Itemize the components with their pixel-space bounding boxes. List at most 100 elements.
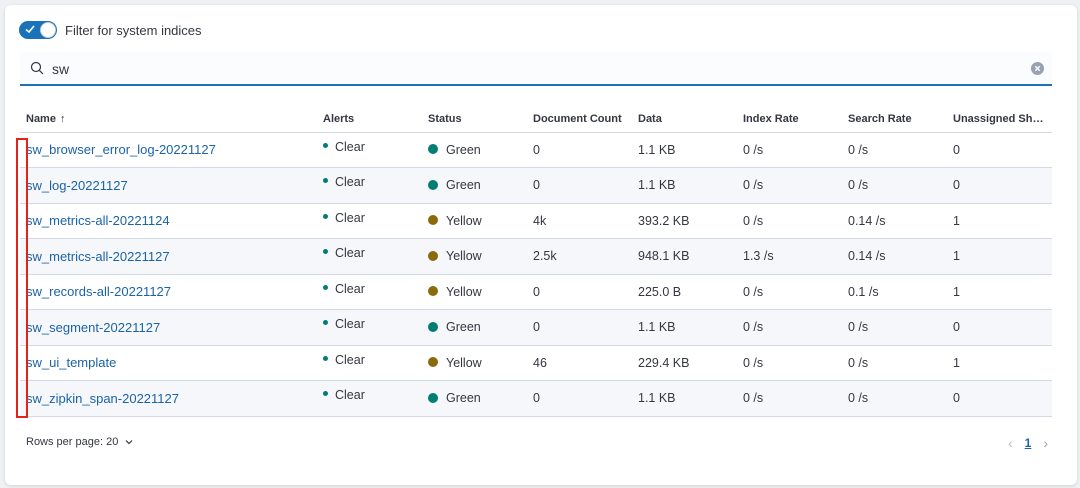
document-count-cell: 0 xyxy=(527,380,632,417)
previous-page-icon[interactable]: ‹ xyxy=(1007,435,1013,451)
alert-status-dot xyxy=(323,213,328,219)
column-header-unassigned-shards[interactable]: Unassigned Shar… xyxy=(947,107,1052,133)
index-rate-cell: 0 /s xyxy=(737,380,842,417)
column-header-status[interactable]: Status xyxy=(422,107,527,133)
index-name-cell: sw_metrics-all-20221124 xyxy=(20,203,317,239)
status-cell: Green xyxy=(422,309,527,346)
column-header-index-rate[interactable]: Index Rate xyxy=(737,107,842,133)
search-icon xyxy=(30,61,44,75)
column-header-search-rate[interactable]: Search Rate xyxy=(842,107,947,133)
pagination: ‹ 1 › xyxy=(1008,435,1048,451)
unassigned-shards-cell: 1 xyxy=(947,274,1052,310)
table-row: sw_metrics-all-20221127 Clear Yellow 2.5k 94… xyxy=(20,238,1052,275)
index-name-link[interactable]: sw_segment-20221127 xyxy=(26,319,161,335)
column-header-data[interactable]: Data xyxy=(632,107,737,133)
index-name-link[interactable]: sw_metrics-all-20221127 xyxy=(26,248,170,264)
search-rate-cell: 0 /s xyxy=(842,380,947,417)
index-name-link[interactable]: sw_log-20221127 xyxy=(26,177,128,193)
status-cell: Yellow xyxy=(422,345,527,381)
document-count-cell: 0 xyxy=(527,309,632,346)
alert-status-text: Clear xyxy=(335,352,365,367)
search-rate-cell: 0 /s xyxy=(842,132,947,168)
system-indices-toggle[interactable] xyxy=(19,21,57,39)
alerts-cell: Clear xyxy=(317,132,422,168)
table-row: sw_browser_error_log-20221127 Clear Green 0… xyxy=(20,132,1052,168)
index-name-link[interactable]: sw_metrics-all-20221124 xyxy=(26,213,170,229)
index-name-link[interactable]: sw_ui_template xyxy=(26,355,117,371)
data-size-cell: 1.1 KB xyxy=(632,167,737,204)
unassigned-shards-cell: 0 xyxy=(947,132,1052,168)
unassigned-shards-cell: 1 xyxy=(947,203,1052,239)
document-count-cell: 0 xyxy=(527,167,632,204)
index-name-cell: sw_ui_template xyxy=(20,345,317,381)
column-header-document-count[interactable]: Document Count xyxy=(527,107,632,133)
alert-status-dot xyxy=(323,355,328,361)
page-1-link[interactable]: 1 xyxy=(1024,436,1032,450)
sort-ascending-icon: ↑ xyxy=(59,113,66,126)
health-status-dot xyxy=(428,179,438,190)
data-size-cell: 948.1 KB xyxy=(632,238,737,275)
health-status-dot xyxy=(428,250,438,261)
system-indices-filter: Filter for system indices xyxy=(19,21,202,39)
index-rate-cell: 0 /s xyxy=(737,274,842,310)
index-name-cell: sw_records-all-20221127 xyxy=(20,274,317,310)
table-row: sw_records-all-20221127 Clear Yellow 0 225.0… xyxy=(20,274,1052,310)
alert-status-text: Clear xyxy=(335,175,365,190)
index-name-link[interactable]: sw_browser_error_log-20221127 xyxy=(26,142,216,158)
health-status-text: Yellow xyxy=(446,355,482,370)
health-status-text: Yellow xyxy=(446,249,482,264)
index-name-cell: sw_segment-20221127 xyxy=(20,309,317,346)
alert-status-dot xyxy=(323,178,328,184)
index-rate-cell: 0 /s xyxy=(737,167,842,204)
status-cell: Green xyxy=(422,380,527,417)
alerts-cell: Clear xyxy=(317,274,422,310)
next-page-icon[interactable]: › xyxy=(1043,435,1048,451)
status-cell: Yellow xyxy=(422,238,527,275)
alert-status-text: Clear xyxy=(335,281,365,296)
status-cell: Yellow xyxy=(422,203,527,239)
index-rate-cell: 0 /s xyxy=(737,132,842,168)
alert-status-text: Clear xyxy=(335,388,365,403)
indices-table: Name ↑ Alerts Status Document Count Data … xyxy=(20,107,1052,417)
health-status-dot xyxy=(428,286,438,297)
search-input[interactable] xyxy=(52,58,1012,80)
alerts-cell: Clear xyxy=(317,380,422,417)
health-status-dot xyxy=(428,357,438,368)
health-status-text: Yellow xyxy=(446,213,482,228)
column-header-name[interactable]: Name ↑ xyxy=(20,107,317,133)
health-status-dot xyxy=(428,392,438,403)
search-rate-cell: 0.1 /s xyxy=(842,274,947,310)
health-status-text: Green xyxy=(446,142,481,157)
data-size-cell: 1.1 KB xyxy=(632,380,737,417)
rows-per-page-label: Rows per page: 20 xyxy=(26,436,119,448)
rows-per-page-selector[interactable]: Rows per page: 20 xyxy=(26,436,134,448)
data-size-cell: 1.1 KB xyxy=(632,132,737,168)
document-count-cell: 2.5k xyxy=(527,238,632,275)
table-header-row: Name ↑ Alerts Status Document Count Data … xyxy=(20,107,1052,133)
table-row: sw_zipkin_span-20221127 Clear Green 0 1.1 KB… xyxy=(20,380,1052,417)
index-rate-cell: 1.3 /s xyxy=(737,238,842,275)
alerts-cell: Clear xyxy=(317,203,422,239)
alerts-cell: Clear xyxy=(317,309,422,346)
health-status-text: Green xyxy=(446,391,481,406)
alert-status-dot xyxy=(323,391,328,397)
index-name-cell: sw_browser_error_log-20221127 xyxy=(20,132,317,168)
unassigned-shards-cell: 1 xyxy=(947,238,1052,275)
unassigned-shards-cell: 0 xyxy=(947,380,1052,417)
search-rate-cell: 0 /s xyxy=(842,167,947,204)
table-row: sw_metrics-all-20221124 Clear Yellow 4k 393.… xyxy=(20,203,1052,239)
index-rate-cell: 0 /s xyxy=(737,309,842,346)
clear-icon xyxy=(1034,65,1041,72)
table-row: sw_ui_template Clear Yellow 46 229.4 KB 0 /s 0… xyxy=(20,345,1052,381)
status-cell: Yellow xyxy=(422,274,527,310)
document-count-cell: 4k xyxy=(527,203,632,239)
index-name-link[interactable]: sw_records-all-20221127 xyxy=(26,284,172,300)
clear-search-button[interactable] xyxy=(1031,62,1044,75)
document-count-cell: 0 xyxy=(527,132,632,168)
unassigned-shards-cell: 0 xyxy=(947,167,1052,204)
alerts-cell: Clear xyxy=(317,238,422,275)
index-name-link[interactable]: sw_zipkin_span-20221127 xyxy=(26,390,179,406)
health-status-text: Green xyxy=(446,320,481,335)
chevron-down-icon xyxy=(125,440,133,445)
data-size-cell: 225.0 B xyxy=(632,274,737,310)
